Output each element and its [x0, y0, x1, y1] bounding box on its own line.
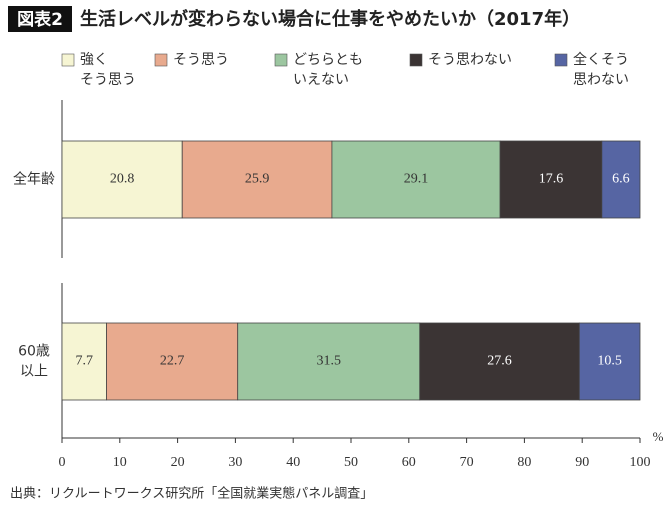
- x-tick-label: 80: [517, 455, 531, 470]
- x-tick-label: 10: [113, 455, 127, 470]
- value-label: 20.8: [110, 172, 135, 187]
- legend-label: そう思う: [173, 52, 229, 68]
- legend-label: 強くそう思う: [80, 52, 136, 88]
- figure-label: 図表2: [17, 9, 63, 30]
- y-tick-label: 60歳以上: [18, 344, 50, 380]
- legend-swatch: [554, 53, 568, 67]
- bar-segment: [578, 322, 641, 401]
- x-tick-label: 90: [575, 455, 589, 470]
- legend-swatch: [274, 53, 288, 67]
- y-tick-label: 全年齢: [13, 171, 55, 188]
- bar-segment: [331, 140, 501, 219]
- value-label: 10.5: [597, 354, 622, 369]
- x-tick-label: 100: [630, 455, 651, 470]
- value-label: 29.1: [404, 172, 429, 187]
- x-tick-label: 40: [286, 455, 300, 470]
- bar-segment: [419, 322, 580, 401]
- x-tick-label: 30: [228, 455, 242, 470]
- bar-segment: [237, 322, 421, 401]
- bar-segment: [61, 322, 107, 401]
- bar-segment: [601, 140, 641, 219]
- legend-label: 全くそう思わない: [573, 51, 629, 88]
- x-tick-label: 60: [402, 455, 416, 470]
- x-tick-label: 70: [460, 455, 474, 470]
- value-label: 31.5: [316, 354, 341, 369]
- legend-label: そう思わない: [428, 52, 512, 68]
- x-tick-label: 50: [344, 455, 358, 470]
- legend-swatch: [409, 53, 423, 67]
- bar-segment: [61, 140, 183, 219]
- source: 出典：リクルートワークス研究所「全国就業実態パネル調査」: [10, 486, 373, 502]
- x-tick-label: 0: [59, 455, 66, 470]
- legend-swatch: [154, 53, 168, 67]
- value-label: 17.6: [539, 172, 564, 187]
- x-tick-label: 20: [171, 455, 185, 470]
- legend-label: どちらともいえない: [293, 52, 363, 88]
- x-axis-unit: %: [653, 429, 664, 444]
- bar-segment: [181, 140, 333, 219]
- chart-title: 生活レベルが変わらない場合に仕事をやめたいか（2017年）: [80, 8, 580, 30]
- value-label: 25.9: [245, 172, 270, 187]
- value-label: 6.6: [612, 172, 630, 187]
- value-label: 22.7: [160, 354, 185, 369]
- value-label: 7.7: [76, 354, 94, 369]
- bar-segment: [499, 140, 603, 219]
- figure-label-box: [8, 6, 72, 32]
- bar-segment: [106, 322, 239, 401]
- value-label: 27.6: [487, 354, 512, 369]
- legend-swatch: [61, 53, 75, 67]
